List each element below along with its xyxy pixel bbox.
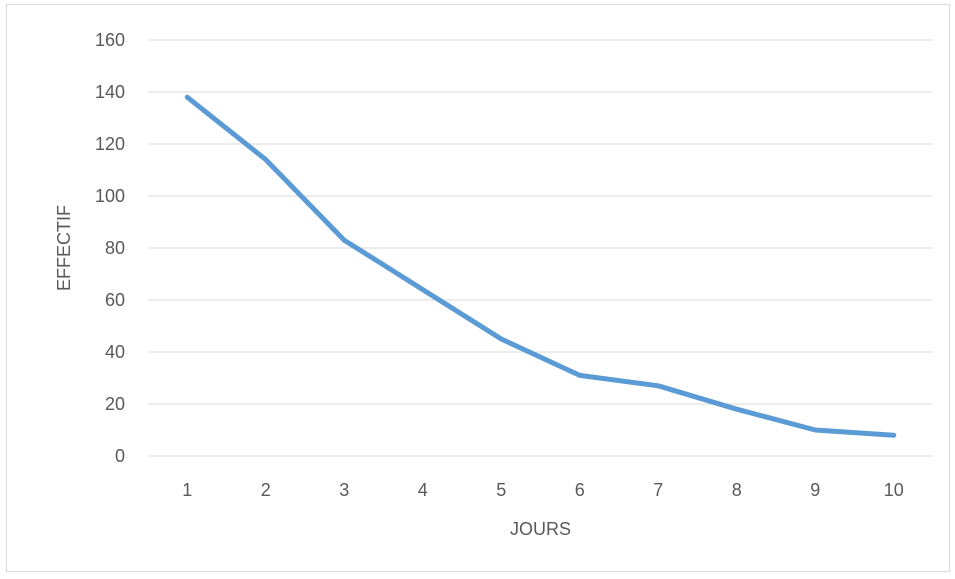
gridlines — [148, 39, 933, 457]
y-axis-title: EFFECTIF — [54, 205, 74, 291]
y-tick-label: 80 — [105, 238, 125, 258]
y-tick-label: 60 — [105, 290, 125, 310]
x-tick-label: 10 — [884, 480, 904, 500]
x-tick-label: 9 — [810, 480, 820, 500]
x-tick-label: 2 — [261, 480, 271, 500]
y-tick-label: 20 — [105, 394, 125, 414]
y-tick-label: 120 — [95, 134, 125, 154]
x-tick-label: 8 — [732, 480, 742, 500]
chart-frame — [6, 4, 950, 572]
y-tick-labels: 0 20 40 60 80 100 120 140 160 — [95, 30, 125, 466]
x-tick-label: 4 — [418, 480, 428, 500]
x-tick-label: 1 — [182, 480, 192, 500]
x-tick-label: 3 — [339, 480, 349, 500]
x-axis-title: JOURS — [510, 519, 571, 539]
y-tick-label: 100 — [95, 186, 125, 206]
x-tick-label: 6 — [575, 480, 585, 500]
series-line — [184, 94, 897, 438]
y-tick-label: 0 — [115, 446, 125, 466]
y-tick-label: 140 — [95, 82, 125, 102]
y-tick-label: 160 — [95, 30, 125, 50]
x-tick-labels: 1 2 3 4 5 6 7 8 9 10 — [182, 480, 904, 500]
x-tick-label: 5 — [496, 480, 506, 500]
y-tick-label: 40 — [105, 342, 125, 362]
x-tick-label: 7 — [653, 480, 663, 500]
